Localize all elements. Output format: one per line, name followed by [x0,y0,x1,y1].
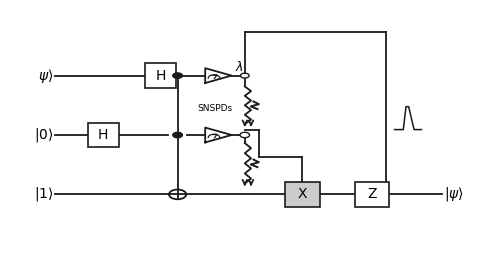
Text: Z: Z [367,187,377,201]
Text: H: H [98,128,108,142]
Text: $\psi\rangle$: $\psi\rangle$ [38,67,54,85]
Text: X: X [298,187,307,201]
Bar [285,182,320,207]
Bar [87,123,119,147]
Text: $|1\rangle$: $|1\rangle$ [34,185,54,203]
Circle shape [240,73,249,78]
Bar [145,63,176,88]
Text: $|\psi\rangle$: $|\psi\rangle$ [444,185,464,203]
Circle shape [173,73,182,78]
Circle shape [169,190,186,199]
Text: H: H [156,69,166,83]
Text: $\lambda$: $\lambda$ [235,60,243,74]
Text: $|0\rangle$: $|0\rangle$ [34,126,54,144]
Circle shape [173,132,182,138]
Bar [355,182,389,207]
Circle shape [240,132,250,138]
Text: SNSPDs: SNSPDs [197,104,233,113]
